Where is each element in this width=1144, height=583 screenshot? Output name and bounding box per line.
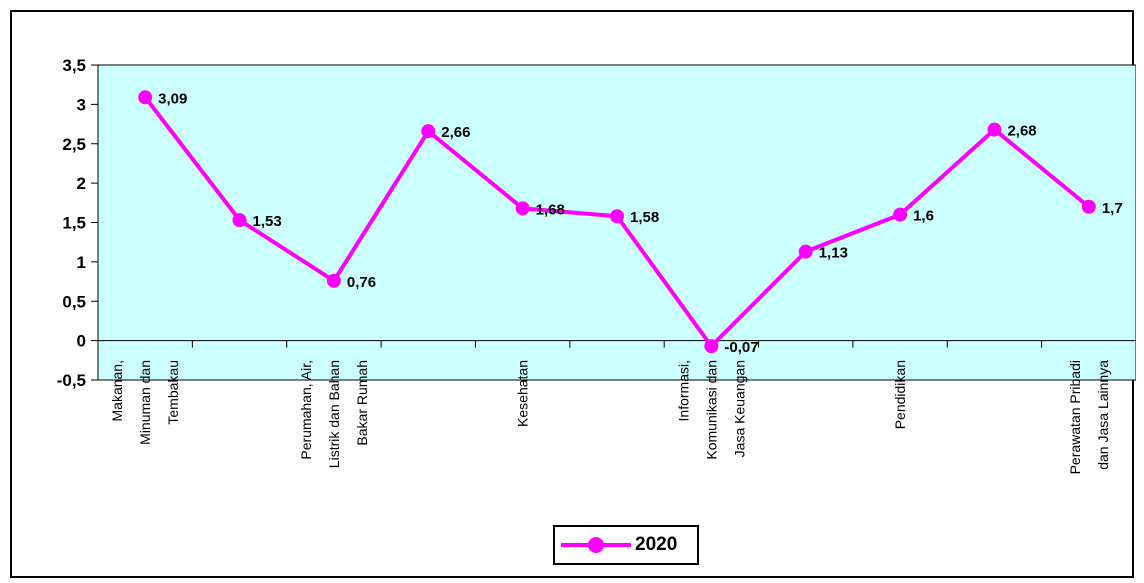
- data-label: 3,09: [158, 90, 187, 107]
- y-tick-label: 3: [77, 95, 86, 114]
- x-tick-label: Pendidikan: [892, 360, 908, 429]
- x-tick-label: Bakar Rumah: [354, 360, 370, 446]
- x-tick-label: Makanan,: [109, 360, 125, 421]
- data-point: [1081, 199, 1096, 214]
- data-label: 1,6: [913, 208, 934, 225]
- data-point: [326, 273, 341, 288]
- x-tick-label: dan Jasa Lainnya: [1095, 360, 1111, 470]
- data-point: [515, 201, 530, 216]
- legend-label: 2020: [635, 534, 678, 555]
- legend-marker: [588, 537, 604, 553]
- x-tick-label: Minuman dan: [137, 360, 153, 445]
- x-tick-label: Informasi,: [675, 360, 691, 421]
- y-tick-label: 0,5: [62, 292, 86, 311]
- x-tick-label: Jasa Keuangan: [731, 360, 747, 457]
- data-point: [704, 339, 719, 354]
- data-point: [421, 124, 436, 139]
- data-label: 1,53: [253, 213, 282, 230]
- x-tick-label: Perawatan Pribadi: [1067, 360, 1083, 474]
- x-tick-label: Komunikasi dan: [703, 360, 719, 460]
- data-point: [610, 209, 624, 224]
- x-tick-label: Listrik dan Bahan: [326, 360, 342, 468]
- y-tick-label: 1,5: [62, 214, 86, 233]
- data-label: 1,7: [1102, 200, 1123, 217]
- data-label: 1,58: [630, 209, 659, 226]
- data-point: [138, 90, 153, 105]
- data-point: [987, 122, 1002, 137]
- data-label: 0,76: [347, 274, 376, 291]
- y-tick-label: 3,5: [62, 56, 86, 75]
- line-chart: 3,5 3 2,5 2 1,5 1 0,5 0 -0,5 Makanan, Minuman dan T…: [57, 56, 1136, 474]
- y-tick-label: 0: [77, 332, 86, 351]
- x-tick-label: Tembakau: [165, 360, 181, 425]
- data-point: [232, 213, 247, 228]
- legend-swatch: [561, 535, 631, 555]
- x-tick-label: Kesehatan: [515, 360, 531, 427]
- data-label: -0,07: [724, 339, 758, 356]
- y-tick-label: 1: [77, 253, 86, 272]
- y-tick-label: -0,5: [57, 371, 86, 390]
- data-label: 1,13: [819, 245, 848, 262]
- data-point: [798, 244, 813, 259]
- x-tick-label: Perumahan, Air,: [298, 360, 314, 460]
- chart-frame: 3,5 3 2,5 2 1,5 1 0,5 0 -0,5 Makanan, Minuman dan T…: [10, 10, 1136, 578]
- data-label: 1,68: [536, 201, 565, 218]
- data-label: 2,68: [1007, 123, 1036, 140]
- y-tick-label: 2,5: [62, 135, 86, 154]
- data-label: 2,66: [441, 124, 470, 141]
- data-point: [893, 207, 908, 222]
- legend: 2020: [553, 525, 699, 565]
- y-tick-label: 2: [77, 174, 86, 193]
